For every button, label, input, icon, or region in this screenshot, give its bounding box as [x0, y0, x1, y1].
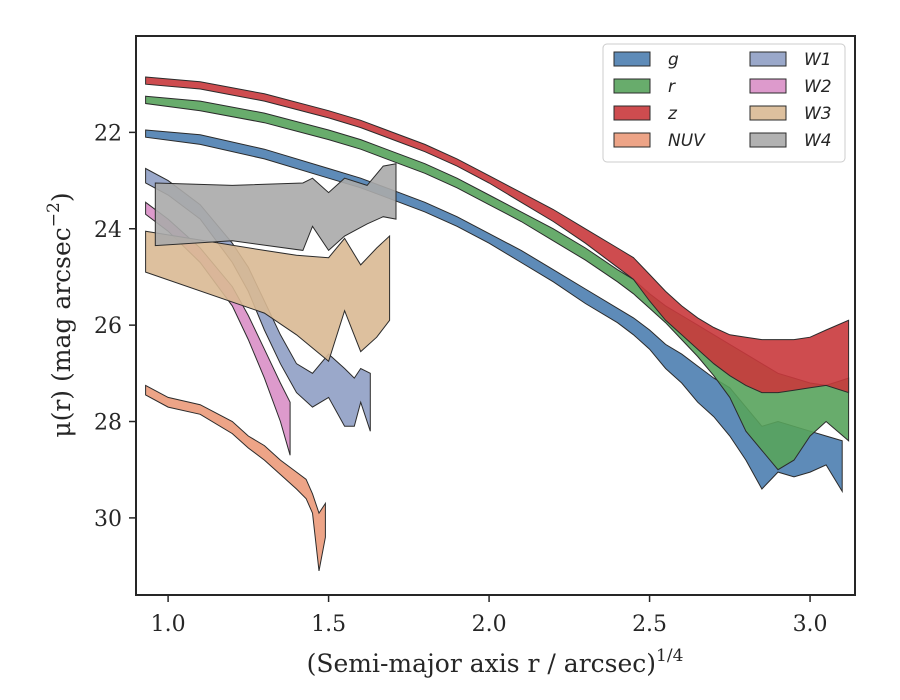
x-axis-label: (Semi-major axis r / arcsec)1/4: [307, 646, 684, 678]
band-r: [145, 95, 850, 471]
x-tick-label: 1.5: [311, 612, 346, 637]
legend-label-nuv: NUV: [668, 131, 706, 151]
legend-label-r: r: [668, 77, 676, 97]
legend-swatch-w2: [749, 78, 787, 94]
x-tick-label: 3.0: [793, 612, 828, 637]
x-tick-label: 2.0: [472, 612, 507, 637]
y-axis-ticks: 22 24 26 28 30: [94, 121, 136, 532]
band-z: [145, 76, 850, 394]
y-axis-label: μ(r) (mag arcsec−2): [44, 192, 76, 437]
legend-swatch-g: [613, 51, 651, 67]
band-w3: [145, 230, 391, 363]
y-tick-label: 24: [94, 218, 122, 243]
legend-label-w3: W3: [804, 104, 832, 124]
profile-bands: [145, 76, 850, 571]
legend-swatch-nuv: [613, 132, 651, 148]
legend-swatch-w3: [749, 105, 787, 121]
y-tick-label: 30: [94, 507, 122, 532]
legend-label-w2: W2: [804, 77, 832, 97]
y-tick-label: 26: [94, 314, 122, 339]
x-axis-ticks: 1.0 1.5 2.0 2.5 3.0: [151, 595, 828, 637]
band-w4: [154, 163, 397, 252]
legend-swatch-z: [613, 105, 651, 121]
legend-swatch-w1: [749, 51, 787, 67]
y-axis-label-close: ): [47, 192, 76, 202]
band-nuv: [145, 384, 326, 571]
x-axis-label-power: 1/4: [656, 646, 683, 666]
legend-label-w1: W1: [804, 50, 832, 70]
y-tick-label: 22: [94, 121, 122, 146]
x-axis-label-text: (Semi-major axis r / arcsec): [307, 649, 656, 678]
y-axis-label-power: −2: [44, 202, 64, 227]
legend-swatch-w4: [749, 132, 787, 148]
y-tick-label: 28: [94, 411, 122, 436]
y-axis-label-text: μ(r) (mag arcsec: [47, 227, 76, 437]
legend-swatch-r: [613, 78, 651, 94]
legend-label-z: z: [667, 104, 678, 124]
plot-frame: [135, 35, 856, 596]
legend: grz NUV W1 W2 W3 W4: [602, 43, 846, 163]
legend-label-g: g: [668, 50, 679, 70]
x-tick-label: 2.5: [632, 612, 667, 637]
x-tick-label: 1.0: [151, 612, 186, 637]
legend-label-w4: W4: [804, 131, 832, 151]
